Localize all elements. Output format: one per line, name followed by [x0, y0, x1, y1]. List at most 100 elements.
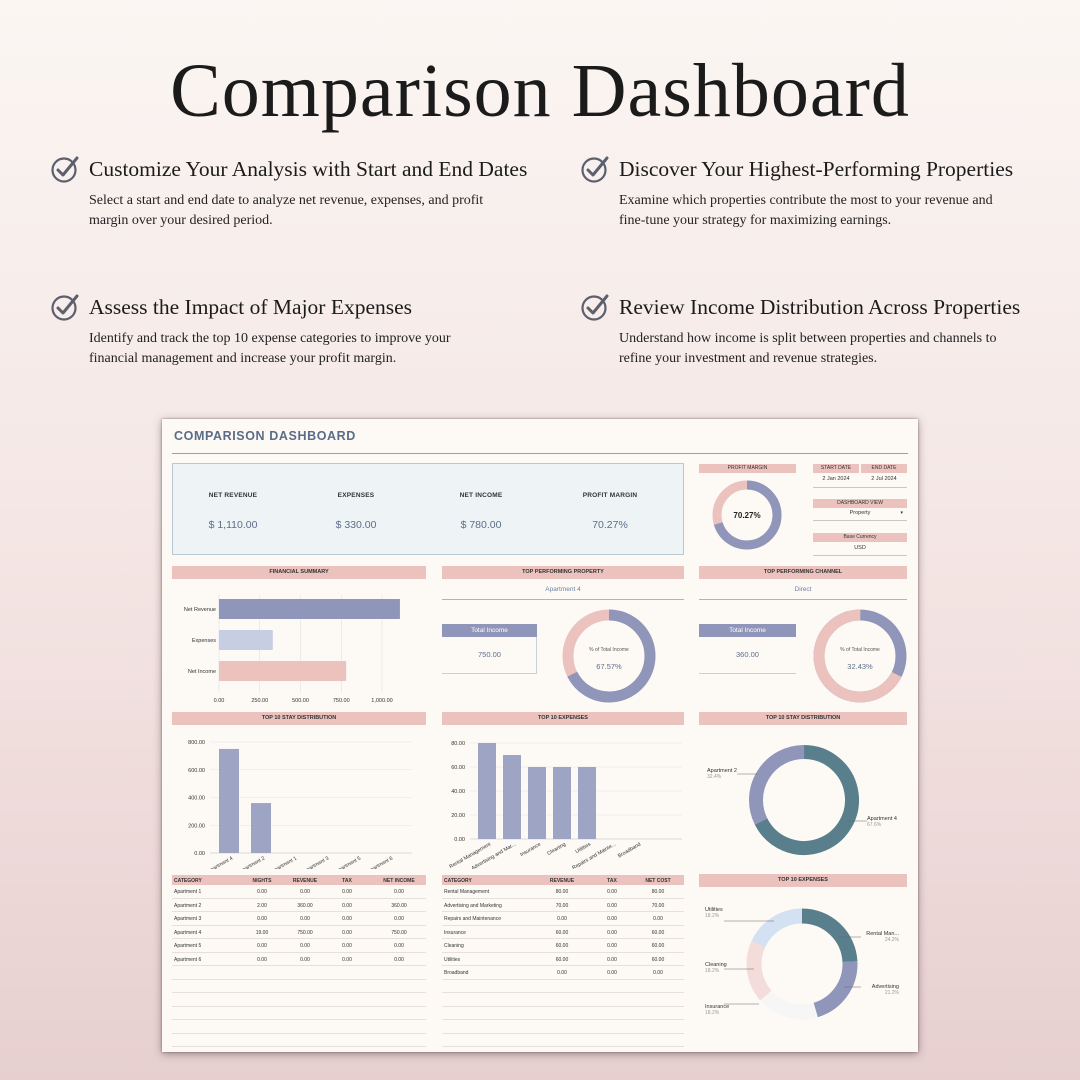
stay-distribution-donut-header: TOP 10 STAY DISTRIBUTION	[699, 712, 907, 725]
slice-percent: 18.2%	[705, 913, 720, 919]
divider	[442, 673, 537, 674]
slice-label: Insurance	[705, 1004, 729, 1010]
table-row	[442, 993, 684, 1007]
top-channel-name: Direct	[794, 586, 812, 593]
top-property-name: Apartment 4	[545, 586, 581, 593]
table-cell: 2.00	[257, 902, 267, 909]
financial-summary-chart: Net Revenue Expenses Net Income 0.00 250.00…	[184, 595, 400, 704]
feature-description: Examine which properties contribute the …	[619, 193, 993, 228]
table-cell: 60.00	[555, 943, 569, 949]
category-label: Expenses	[192, 638, 216, 644]
dashboard-view-value: Property	[849, 510, 871, 516]
table-cell: 0.00	[342, 943, 352, 949]
table-cell: 70.00	[555, 902, 569, 909]
table-row: Cleaning 60.00 0.00 60.00	[442, 939, 684, 953]
table-cell: 360.00	[391, 902, 407, 909]
table-cell: 0.00	[607, 943, 617, 949]
kpi-panel: NET REVENUE $ 1,110.00 EXPENSES $ 330.00…	[172, 463, 684, 555]
table-cell: 60.00	[651, 956, 665, 963]
table-row: Apartment 2 2.00 360.00 0.00 360.00	[172, 899, 426, 912]
kpi-label: EXPENSES	[337, 492, 375, 499]
kpi-net-revenue: NET REVENUE $ 1,110.00	[173, 492, 293, 531]
profit-margin-donut: 70.27%	[712, 480, 782, 550]
dropdown-arrow-icon: ▾	[900, 510, 903, 516]
bar	[578, 767, 596, 839]
table-cell: 0.00	[394, 956, 404, 963]
table-header: CATEGORY REVENUE TAX NET COST	[442, 875, 684, 885]
donut-slice-rental-man-	[801, 908, 858, 963]
slice-label: Rental Man...	[866, 931, 899, 937]
feature-description: Select a start and end date to analyze n…	[89, 193, 484, 228]
pct-of-total-label: % of Total Income	[840, 647, 880, 653]
donut-value-arc	[712, 480, 782, 550]
expenses-donut-header: TOP 10 EXPENSES	[699, 874, 907, 887]
top-property-donut: % of Total Income 67.57%	[562, 609, 656, 703]
channel-total-income-header: Total Income	[699, 624, 796, 637]
sheet-title: COMPARISON DASHBOARD	[174, 429, 356, 443]
dashboard-view-select[interactable]: Property ▾	[813, 510, 907, 516]
slice-percent: 67.6%	[867, 822, 882, 828]
table-cell: Rental Management	[444, 889, 490, 895]
bar	[503, 755, 521, 839]
check-circle-icon	[581, 156, 609, 183]
divider	[813, 555, 907, 556]
base-currency-value[interactable]: USD	[854, 545, 866, 551]
table-cell: 60.00	[555, 956, 569, 963]
property-total-income-header: Total Income	[442, 624, 537, 637]
table-cell: Advertising and Marketing	[444, 902, 502, 909]
column-header: NET INCOME	[383, 877, 415, 884]
y-tick-label: 80.00	[451, 741, 465, 747]
table-cell: 19.00	[255, 929, 269, 936]
table-cell: 0.00	[607, 889, 617, 895]
table-cell: 80.00	[651, 889, 665, 895]
table-cell: Apartment 2	[174, 902, 202, 909]
table-row	[172, 993, 426, 1007]
table-cell: 0.00	[257, 916, 267, 922]
table-cell: Apartment 3	[174, 916, 202, 922]
stay-distribution-bar-chart: 0.00 200.00 400.00 600.00 800.00 Apartment 4 A…	[188, 740, 412, 869]
table-cell: 0.00	[257, 889, 267, 895]
table-row: Utilities 60.00 0.00 60.00	[442, 953, 684, 966]
table-cell: 0.00	[607, 970, 617, 976]
feature-description: Understand how income is split between p…	[619, 331, 997, 366]
end-date-input[interactable]: 2 Jul 2024	[871, 476, 897, 482]
start-date-input[interactable]: 2 Jan 2024	[822, 476, 850, 482]
divider	[442, 599, 684, 600]
y-tick-label: 400.00	[188, 796, 205, 802]
top-expenses-header: TOP 10 EXPENSES	[442, 712, 684, 725]
profit-margin-value: 70.27%	[733, 511, 760, 520]
y-tick-label: 200.00	[188, 823, 205, 829]
y-tick-label: 800.00	[188, 740, 205, 746]
x-tick-label: 0.00	[214, 698, 225, 704]
table-row: Apartment 6 0.00 0.00 0.00 0.00	[172, 953, 426, 966]
top-channel-donut: % of Total Income 32.43%	[813, 609, 907, 703]
x-tick-label: 250.00	[251, 698, 268, 704]
slice-label: Apartment 2	[707, 768, 737, 774]
table-cell: 0.00	[394, 943, 404, 949]
table-cell: 0.00	[394, 889, 404, 895]
column-header: REVENUE	[292, 877, 318, 884]
slice-label: Cleaning	[705, 962, 727, 968]
x-tick-label: Apartment 1	[271, 855, 299, 869]
x-tick-label: 750.00	[333, 698, 350, 704]
donut-slice-advertising	[813, 961, 858, 1018]
feature-major-expenses: Assess the Impact of Major Expenses Iden…	[50, 292, 520, 369]
bar	[478, 743, 496, 839]
table-cell: 0.00	[607, 929, 617, 936]
table-row: Insurance 60.00 0.00 60.00	[442, 926, 684, 939]
table-cell: 0.00	[300, 889, 310, 895]
title-divider	[172, 453, 908, 454]
table-cell: 70.00	[651, 902, 665, 909]
table-row	[172, 1020, 426, 1034]
check-circle-icon	[51, 156, 79, 183]
slice-label: Apartment 4	[867, 816, 897, 822]
stay-table: CATEGORY NIGHTS REVENUE TAX NET INCOME Apartm…	[172, 875, 426, 1047]
table-cell: 0.00	[342, 929, 352, 936]
bar-net-revenue	[219, 599, 400, 619]
table-cell: Utilities	[444, 956, 461, 963]
table-cell: Apartment 5	[174, 943, 202, 949]
feature-title: Customize Your Analysis with Start and E…	[89, 156, 528, 181]
expense-table: CATEGORY REVENUE TAX NET COST Rental Managem…	[442, 875, 684, 1047]
table-cell: 0.00	[653, 916, 663, 922]
x-tick-label: Repairs and Mainte...	[571, 842, 617, 869]
